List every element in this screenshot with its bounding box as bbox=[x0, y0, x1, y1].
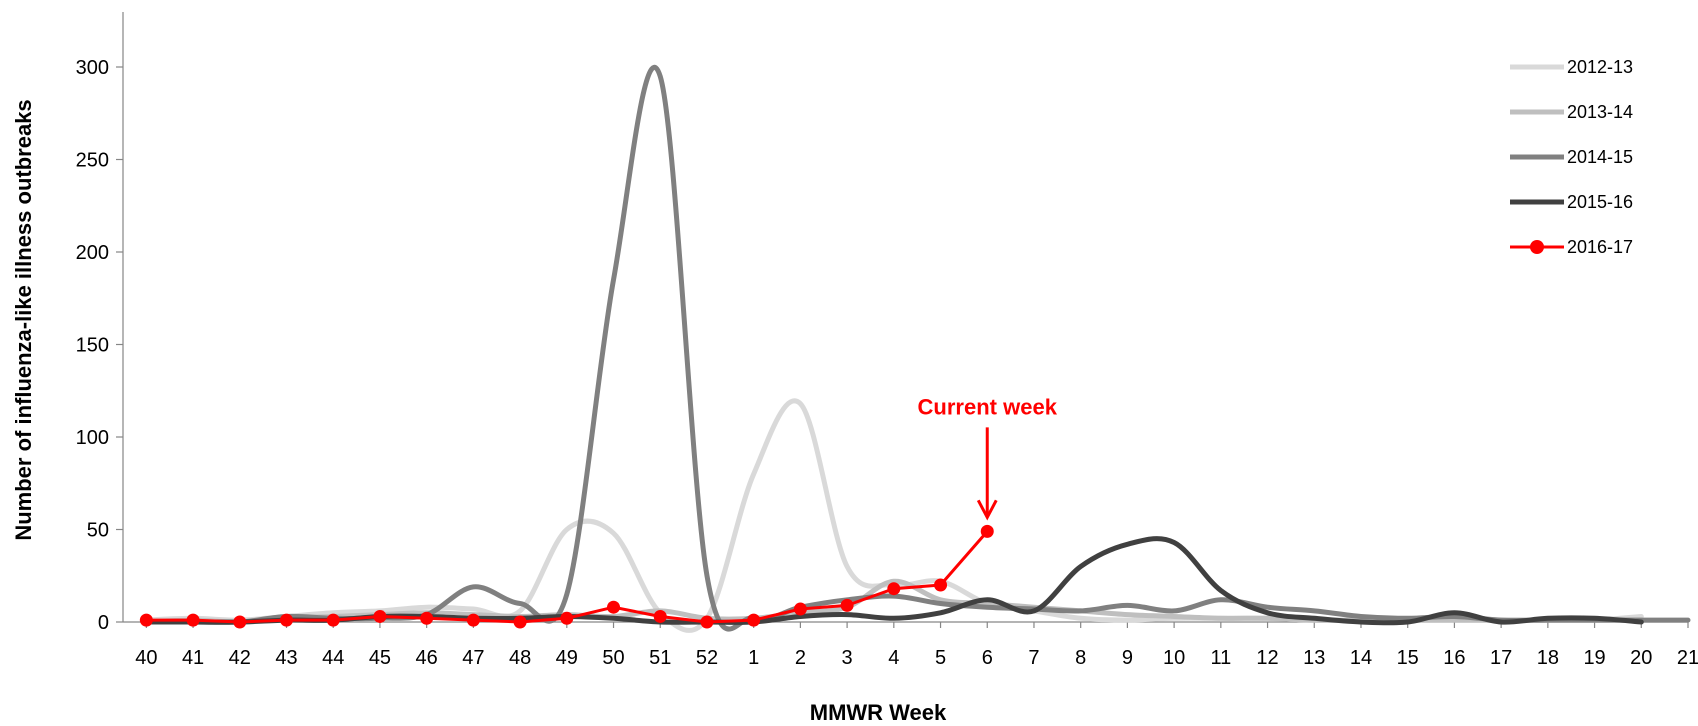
x-tick-label: 1 bbox=[748, 647, 759, 669]
x-tick-label: 5 bbox=[935, 647, 946, 669]
legend-item: 2012-13 bbox=[1510, 57, 1633, 77]
x-tick-label: 10 bbox=[1163, 647, 1185, 669]
x-tick-label: 17 bbox=[1490, 647, 1512, 669]
legend-item: 2014-15 bbox=[1510, 147, 1633, 167]
x-tick-label: 14 bbox=[1350, 647, 1372, 669]
legend-label: 2014-15 bbox=[1567, 147, 1633, 167]
x-tick-label: 12 bbox=[1256, 647, 1278, 669]
x-tick-label: 52 bbox=[696, 647, 718, 669]
series-2016-17-point bbox=[560, 611, 574, 625]
annotation-arrow-head bbox=[976, 499, 998, 521]
x-tick-label: 41 bbox=[182, 647, 204, 669]
y-tick-label: 0 bbox=[98, 612, 109, 634]
x-tick-label: 44 bbox=[322, 647, 344, 669]
series-2016-17-point bbox=[420, 611, 434, 625]
x-tick-label: 2 bbox=[795, 647, 806, 669]
legend-label: 2012-13 bbox=[1567, 57, 1633, 77]
series-2016-17-point bbox=[700, 615, 714, 629]
legend-item: 2013-14 bbox=[1510, 102, 1633, 122]
x-tick-label: 6 bbox=[982, 647, 993, 669]
y-axis-ticks: 0 50 100 150 200 250 300 bbox=[76, 57, 123, 634]
x-tick-label: 3 bbox=[842, 647, 853, 669]
legend-item: 2015-16 bbox=[1510, 192, 1633, 212]
legend-label: 2015-16 bbox=[1567, 192, 1633, 212]
series-2016-17-point bbox=[653, 609, 667, 623]
x-tick-label: 45 bbox=[369, 647, 391, 669]
legend-marker bbox=[1530, 240, 1544, 254]
x-tick-label: 21 bbox=[1677, 647, 1698, 669]
series-2016-17-point bbox=[280, 613, 294, 627]
series-layer bbox=[139, 64, 1691, 633]
legend-label: 2013-14 bbox=[1567, 102, 1633, 122]
x-tick-label: 50 bbox=[602, 647, 624, 669]
legend: 2012-13 2013-14 2014-15 2015-16 2016-17 bbox=[1510, 57, 1633, 257]
x-tick-label: 47 bbox=[462, 647, 484, 669]
x-axis-title: MMWR Week bbox=[810, 700, 947, 725]
series-2016-17-point bbox=[513, 615, 527, 629]
x-tick-label: 51 bbox=[649, 647, 671, 669]
x-tick-label: 43 bbox=[275, 647, 297, 669]
x-tick-label: 19 bbox=[1583, 647, 1605, 669]
x-tick-label: 49 bbox=[556, 647, 578, 669]
series-2016-17-point bbox=[980, 524, 994, 538]
y-tick-label: 50 bbox=[87, 520, 109, 542]
x-tick-label: 16 bbox=[1443, 647, 1465, 669]
x-tick-label: 48 bbox=[509, 647, 531, 669]
x-axis-ticks: 40 41 42 43 44 45 46 47 48 49 50 51 52 1 2 3 4 5 6 7 8 9 10 11 1… bbox=[135, 622, 1698, 669]
series-2016-17-point bbox=[466, 613, 480, 627]
series-2016-17-point bbox=[934, 578, 948, 592]
x-tick-label: 13 bbox=[1303, 647, 1325, 669]
x-tick-label: 46 bbox=[416, 647, 438, 669]
legend-label: 2016-17 bbox=[1567, 237, 1633, 257]
x-tick-label: 7 bbox=[1028, 647, 1039, 669]
annotation-layer: Current week bbox=[918, 394, 1058, 521]
series-2016-17-line bbox=[146, 530, 989, 624]
series-2016-17-point bbox=[373, 609, 387, 623]
x-tick-label: 8 bbox=[1075, 647, 1086, 669]
series-2014-15-line bbox=[143, 64, 1691, 632]
series-2016-17-point bbox=[793, 602, 807, 616]
x-tick-label: 40 bbox=[135, 647, 157, 669]
y-tick-label: 100 bbox=[76, 427, 109, 449]
x-tick-label: 20 bbox=[1630, 647, 1652, 669]
series-2016-17-point bbox=[887, 582, 901, 596]
x-tick-label: 4 bbox=[888, 647, 899, 669]
series-2016-17-point bbox=[233, 615, 247, 629]
x-tick-label: 9 bbox=[1122, 647, 1133, 669]
y-axis-title: Number of influenza-like illness outbrea… bbox=[11, 99, 36, 540]
series-2016-17-point bbox=[747, 613, 761, 627]
annotation-current-week: Current week bbox=[918, 394, 1058, 419]
x-tick-label: 18 bbox=[1537, 647, 1559, 669]
y-tick-label: 200 bbox=[76, 242, 109, 264]
series-2016-17-point bbox=[607, 600, 621, 614]
x-tick-label: 42 bbox=[229, 647, 251, 669]
series-2016-17-point bbox=[840, 598, 854, 612]
legend-item: 2016-17 bbox=[1510, 237, 1633, 257]
series-2016-17-point bbox=[186, 613, 200, 627]
y-tick-label: 250 bbox=[76, 150, 109, 172]
x-tick-label: 15 bbox=[1397, 647, 1419, 669]
y-tick-label: 300 bbox=[76, 57, 109, 79]
x-tick-label: 11 bbox=[1210, 647, 1231, 669]
series-2016-17-point bbox=[326, 613, 340, 627]
series-2016-17-point bbox=[139, 613, 153, 627]
y-tick-label: 150 bbox=[76, 335, 109, 357]
